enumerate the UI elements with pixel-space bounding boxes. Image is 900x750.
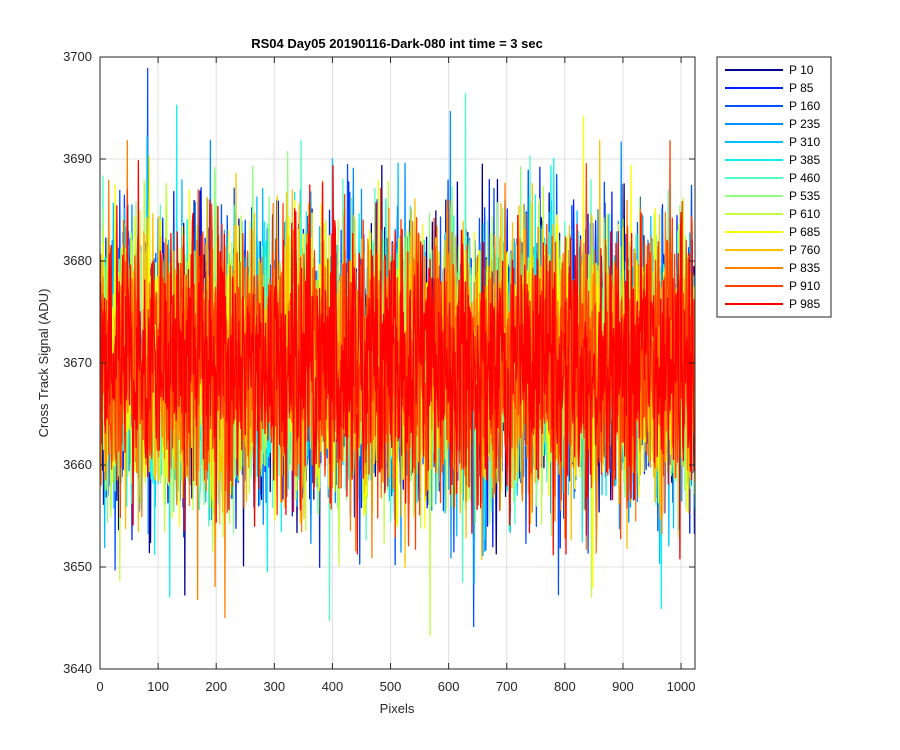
y-axis-ticks: 3640 3650 3660 3670 3680 3690 3700	[63, 49, 695, 676]
legend-entry: P 535	[789, 189, 820, 203]
y-tick-label: 3640	[63, 661, 92, 676]
legend: P 10 P 85 P 160 P 235 P 310 P 385 P 460 P 535 P …	[716, 56, 832, 318]
x-tick-label: 900	[612, 679, 634, 694]
x-axis-label: Pixels	[380, 701, 415, 716]
y-axis-label: Cross Track Signal (ADU)	[36, 289, 51, 438]
legend-entry: P 685	[789, 225, 820, 239]
legend-entry: P 385	[789, 153, 820, 167]
legend-entry: P 235	[789, 117, 820, 131]
legend-entry: P 10	[789, 63, 814, 77]
x-tick-label: 100	[147, 679, 169, 694]
legend-box	[716, 56, 832, 318]
chart-title: RS04 Day05 20190116-Dark-080 int time = …	[251, 36, 543, 51]
y-tick-label: 3680	[63, 253, 92, 268]
x-tick-label: 300	[263, 679, 285, 694]
legend-entry: P 610	[789, 207, 820, 221]
y-tick-label: 3670	[63, 355, 92, 370]
x-tick-label: 700	[496, 679, 518, 694]
series-layer	[100, 67, 695, 637]
legend-entry: P 160	[789, 99, 820, 113]
legend-entry: P 835	[789, 261, 820, 275]
x-tick-label: 500	[380, 679, 402, 694]
series-line	[100, 140, 695, 551]
x-axis-ticks: 0 100 200 300 400 500 600 700 800 900 1000	[96, 57, 696, 694]
x-tick-label: 1000	[667, 679, 696, 694]
y-tick-label: 3660	[63, 457, 92, 472]
legend-entry: P 310	[789, 135, 820, 149]
y-tick-label: 3690	[63, 151, 92, 166]
x-tick-label: 0	[96, 679, 103, 694]
legend-entry: P 460	[789, 171, 820, 185]
y-tick-label: 3700	[63, 49, 92, 64]
legend-entry: P 85	[789, 81, 814, 95]
legend-entry: P 760	[789, 243, 820, 257]
legend-entry: P 985	[789, 297, 820, 311]
x-tick-label: 400	[322, 679, 344, 694]
y-tick-label: 3650	[63, 559, 92, 574]
x-tick-label: 800	[554, 679, 576, 694]
x-tick-label: 600	[438, 679, 460, 694]
legend-entry: P 910	[789, 279, 820, 293]
series-line	[100, 160, 695, 560]
x-tick-label: 200	[205, 679, 227, 694]
